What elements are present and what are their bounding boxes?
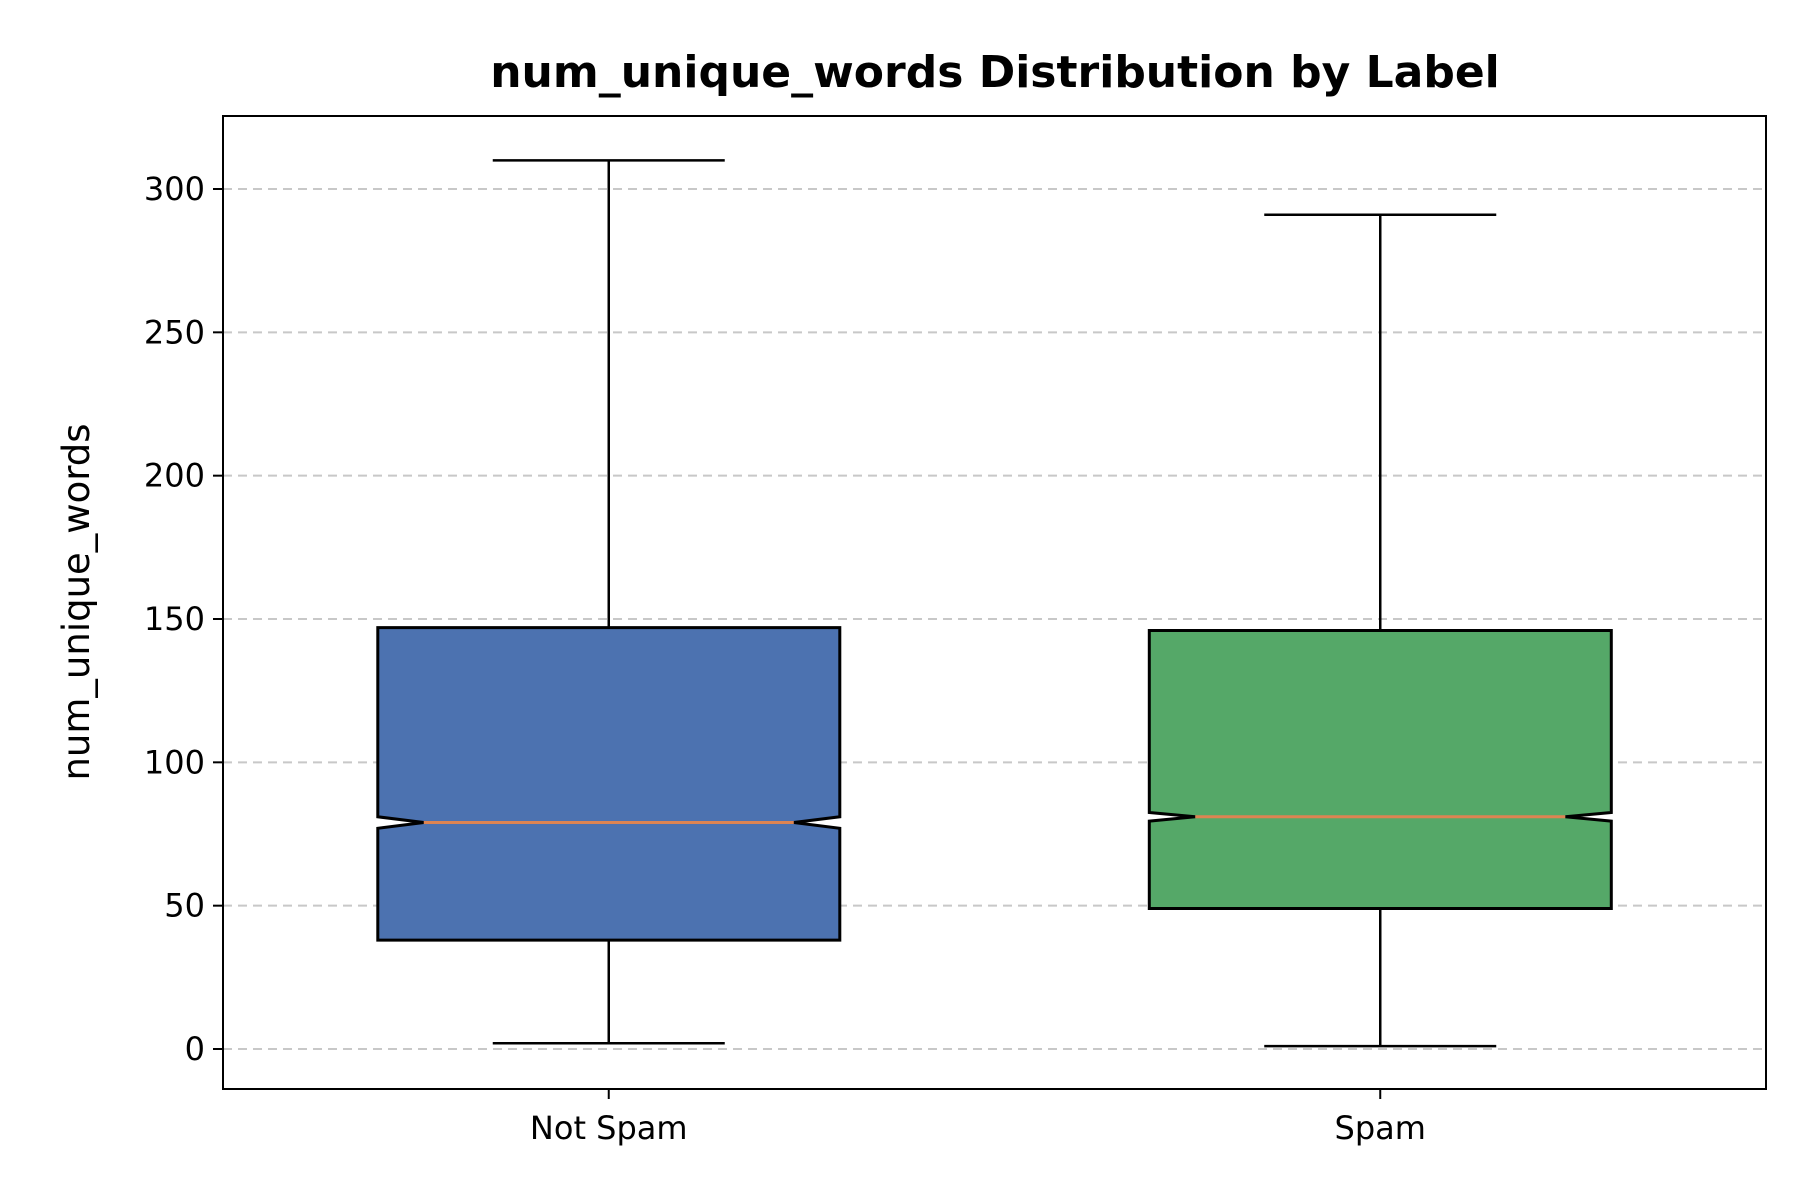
box-group-not-spam [376,159,842,1045]
x-tick-label: Spam [1335,1109,1426,1147]
y-axis-label: num_unique_words [55,423,98,780]
y-tick-label: 250 [144,313,205,351]
y-axis-ticks: 0 50 100 150 200 250 300 [144,170,223,1068]
chart-title: num_unique_words Distribution by Label [490,47,1500,98]
plot-frame [222,115,1767,1090]
x-axis-ticks: Not Spam Spam [530,1089,1426,1147]
y-tick-label: 200 [144,457,205,495]
y-tick-label: 50 [164,887,205,925]
boxes-layer [376,159,1613,1048]
y-tick-label: 300 [144,170,205,208]
y-tick-label: 150 [144,600,205,638]
y-tick-label: 0 [185,1030,205,1068]
box-group-spam [1147,213,1613,1048]
x-tick-label: Not Spam [530,1109,688,1147]
y-tick-label: 100 [144,743,205,781]
box-body [1147,629,1613,910]
box-body [376,626,842,942]
